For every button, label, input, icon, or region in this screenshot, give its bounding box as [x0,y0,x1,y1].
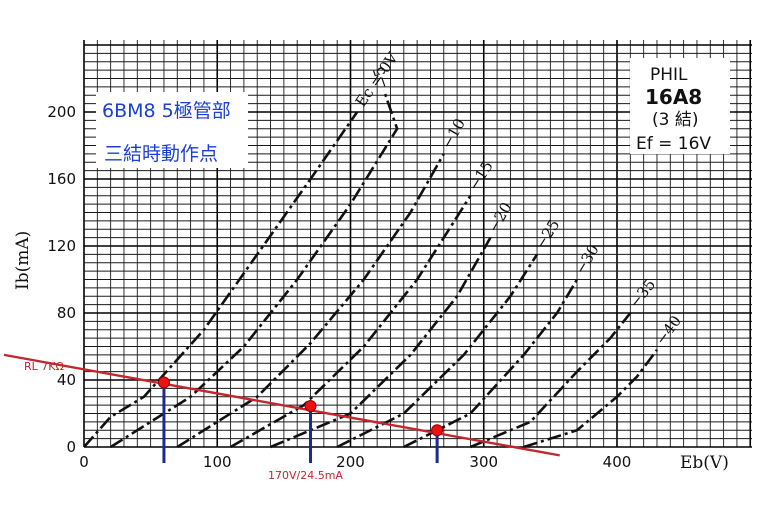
x-tick-label: 300 [469,453,498,471]
y-axis-label: Ib(mA) [13,231,33,290]
y-tick-label: 200 [47,103,76,121]
plate-curve [270,236,492,449]
y-tick-label: 80 [57,304,76,322]
plate-curve [176,153,445,449]
overlay-title-line-1: 6BM8 5極管部 [102,100,231,122]
operating-point [431,424,444,437]
tube-label-line-3: (3 結) [652,110,698,130]
operating-point [304,399,317,412]
plate-curves [83,89,659,449]
plate-curve [523,349,659,449]
operating-point-guides [162,382,439,463]
x-tick-label: 200 [336,453,365,471]
y-tick-label: 0 [66,438,76,456]
load-line [3,353,560,457]
load-line-label: RL 7KΩ [24,360,64,373]
plate-curve [83,111,359,448]
plate-curve-label: −25 [531,216,563,252]
x-tick-label: 400 [603,453,632,471]
x-axis-ticks: 0 100 200 300 400 [79,453,631,471]
overlay-title-line-2: 三結時動作点 [104,143,218,165]
plate-curve [109,89,399,449]
operating-point [157,376,170,389]
overlay-title-box: 6BM8 5極管部 三結時動作点 [96,92,248,168]
y-tick-label: 40 [57,371,76,389]
plate-curve-label: −15 [465,158,497,194]
operating-point-label: 170V/24.5mA [268,469,343,482]
plate-curve [229,195,472,449]
y-tick-label: 120 [47,237,76,255]
x-tick-label: 0 [79,453,89,471]
plate-curve [403,278,579,449]
x-axis-label: Eb(V) [680,453,729,473]
y-tick-label: 160 [47,170,76,188]
tube-label-line-1: PHIL [650,65,688,85]
tube-label-line-4: Ef = 16V [636,134,711,154]
tube-label-box: PHIL 16A8 (3 結) Ef = 16V [630,58,730,154]
plate-curve-label: −10 [438,115,469,151]
plate-curve [336,253,539,449]
load-line-segment [3,353,560,457]
y-axis-ticks: 0 40 80 120 160 200 [47,103,76,456]
tube-label-line-2: 16A8 [645,85,702,109]
plate-curve [469,312,632,449]
operating-points [157,376,444,437]
x-tick-label: 100 [203,453,232,471]
